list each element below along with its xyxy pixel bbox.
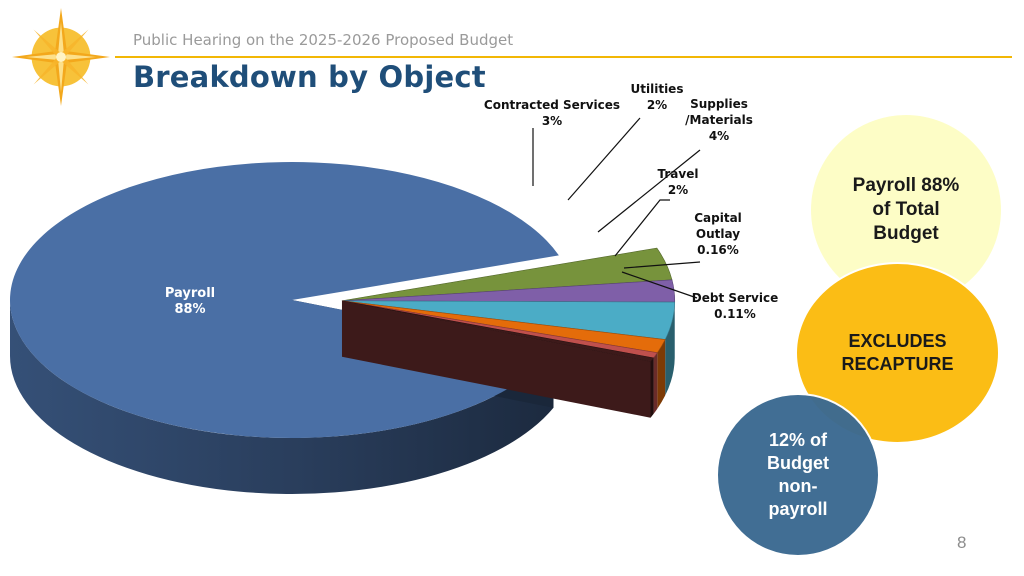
payroll-share-text: Payroll 88% of Total Budget — [852, 175, 960, 244]
non-payroll-callout: 12% of Budget non- payroll — [716, 393, 880, 557]
capital-outlay-side — [653, 352, 658, 414]
label-debt-service: Debt Service 0.11% — [692, 291, 779, 321]
travel-side — [657, 339, 666, 409]
recapture-callout: EXCLUDES RECAPTURE — [795, 262, 1000, 444]
header-rule — [115, 56, 1012, 58]
debt-service-cut-face — [341, 300, 651, 418]
payroll-side — [9, 300, 554, 494]
leader-debt-service — [621, 271, 698, 299]
leader-supplies-materials — [597, 149, 701, 233]
leader-utilities — [567, 117, 641, 201]
label-travel: Travel 2% — [658, 167, 699, 197]
debt-service-top — [341, 300, 655, 363]
label-capital-outlay: Capital Outlay 0.16% — [694, 211, 742, 257]
non-payroll-text: 12% of Budget non- payroll — [767, 430, 829, 519]
compass-star-icon — [12, 8, 110, 106]
pie-slice-debt-service — [341, 300, 655, 418]
presentation-subtitle: Public Hearing on the 2025-2026 Proposed… — [133, 31, 514, 49]
slide-title: Breakdown by Object — [133, 60, 486, 94]
leader-capital-outlay — [623, 261, 701, 269]
leader-travel — [614, 199, 670, 257]
supplies-materials-side — [665, 302, 675, 396]
label-contracted-services: Contracted Services 3% — [484, 98, 620, 128]
label-payroll: Payroll 88% — [165, 286, 215, 317]
label-utilities: Utilities 2% — [631, 82, 684, 112]
label-supplies-materials: Supplies/Materials 4% — [685, 97, 753, 143]
page-number: 8 — [957, 533, 967, 552]
pie-slice-travel — [341, 300, 666, 409]
debt-service-side — [650, 357, 654, 418]
recapture-text: EXCLUDES RECAPTURE — [841, 331, 954, 374]
